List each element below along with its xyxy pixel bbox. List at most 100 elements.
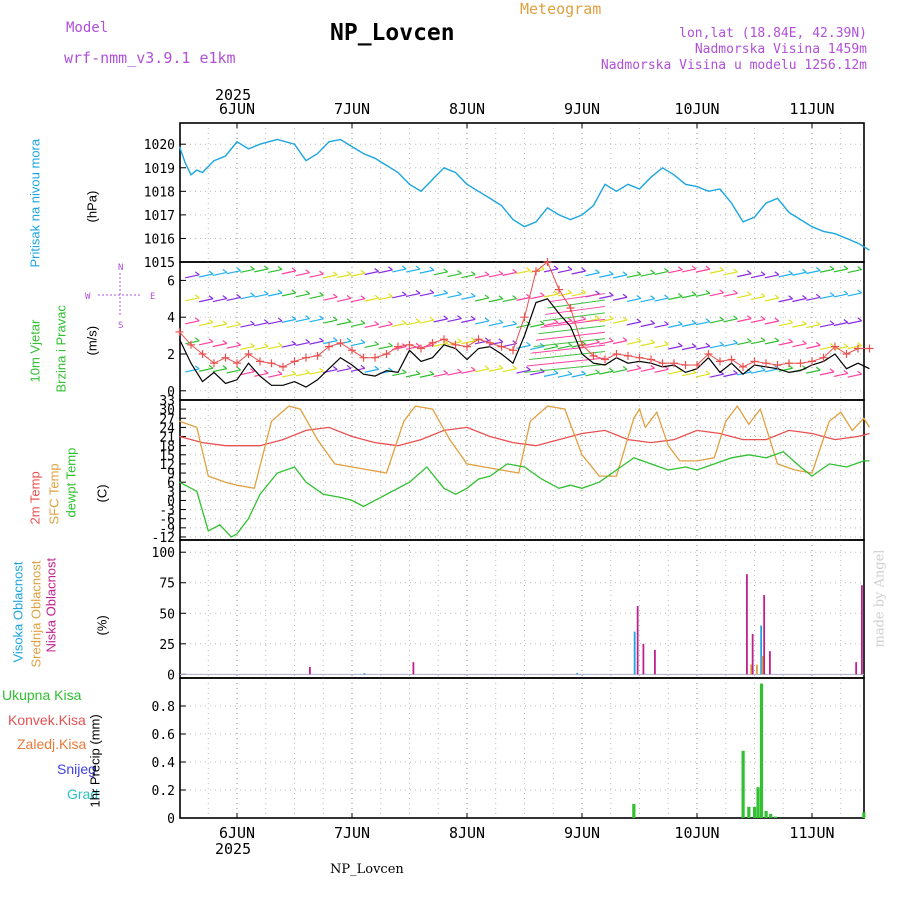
wind-arrow [392,294,407,299]
wind-arrow [612,368,628,374]
wind-gust-marker [543,258,552,266]
wind-arrow-head [263,369,269,374]
wind-gust-marker [785,359,793,368]
wind-arrow-head [705,318,711,323]
wind-gust-marker [463,342,471,351]
wind-arrow [626,297,641,303]
wind-arrow [447,318,462,323]
wind-arrow-head [733,339,738,344]
wind-streak [524,363,606,373]
wind-arrow-head [746,338,752,343]
wind-arrow [474,320,490,325]
wind-arrow-head [760,366,766,371]
wind-arrow-head [332,337,338,342]
wind-arrow-head [857,266,863,271]
wind-arrow-head [760,337,766,342]
wind-gust-marker [417,344,425,353]
day-label-bottom: 10JUN [674,824,719,842]
wind-arrow [723,372,738,378]
y-tick-label: 1015 [144,256,175,271]
day-label-top: 7JUN [334,100,370,118]
wind-arrow [792,297,807,303]
wind-arrow [833,268,848,273]
y-tick-label: 18 [159,440,175,455]
wind-arrow [640,322,655,328]
wind-arrow [750,295,766,301]
wind-arrow-head [319,337,324,342]
wind-arrow [185,320,200,325]
wind-arrow-head [305,290,311,295]
wind-gust-marker [497,342,506,351]
wind-arrow [185,274,200,279]
model-label: Model [66,20,109,36]
wind-arrow [502,271,517,276]
y-tick-label: 0 [167,812,175,827]
cloud-bar [642,643,645,675]
wind-arrow-head [291,267,297,272]
wind-arrow [281,318,296,323]
wind-arrow-head [360,295,366,300]
wind-arrow [543,293,559,298]
wind-arrow-head [263,290,269,295]
wind-gust-marker [244,350,253,358]
wind-arrow-head [429,316,435,321]
cloud-bar [861,585,863,675]
wind-arrow [557,320,572,325]
wind-arrow [212,271,227,277]
wind-arrow-head [733,369,738,374]
wind-arrow-head [843,319,849,323]
wind-arrow [833,293,848,298]
wind-arrow-head [622,337,628,342]
wind-arrow-head [802,320,807,325]
wind-gust-marker [842,350,851,358]
wind-arrow [488,367,503,372]
wind-arrow-head [250,342,255,347]
wind-arrow [557,268,572,274]
wind-gust-marker [670,359,678,368]
cloud-bar [763,594,766,675]
wind-arrow [612,319,628,324]
wind-arrow [778,341,793,346]
wind-arrow-head [746,368,752,373]
elevation-label: Nadmorska Visina 1459m [694,42,867,57]
wind-arrow [571,373,586,378]
cloud-bar [746,574,748,675]
wind-arrow-head [705,265,711,270]
wind-arrow-head [677,293,683,297]
wind-arrow [668,345,683,350]
wind-arrow [254,322,269,327]
wind-arrow [226,323,241,329]
wind-arrow [392,322,407,328]
wind-arrow-head [691,319,697,324]
wind-arrow-head [581,315,587,320]
wind-gust-marker [474,335,483,344]
wind-arrow [267,292,283,297]
wind-arrow [198,341,214,346]
wind-arrow [433,342,448,347]
wind-arrow-head [539,292,545,297]
wind-arrow [212,323,227,328]
wind-arrow [737,340,752,346]
wind-arrow-head [677,320,683,325]
wind-arrow [723,271,738,276]
wind-arrow-head [401,265,407,270]
wind-arrow [543,372,559,377]
wind-arrow [640,272,655,277]
wind-arrow [764,368,779,373]
precip-bar [756,787,760,818]
wind-arrow-head [608,337,614,342]
wind-arrow-head [608,367,614,372]
wind-arrow-head [567,370,573,375]
wind-arrow-head [250,368,255,373]
wind-gust-marker [325,342,333,351]
wind-arrow [336,273,352,279]
wind-arrow [461,295,476,300]
wind-arrow [819,268,835,273]
wind-arrow-head [291,340,297,345]
wind-arrow [474,368,490,373]
wind-arrow [364,368,379,373]
wind-arrow [516,369,531,374]
wind-arrow [309,340,324,345]
wind-arrow-head [843,265,849,270]
